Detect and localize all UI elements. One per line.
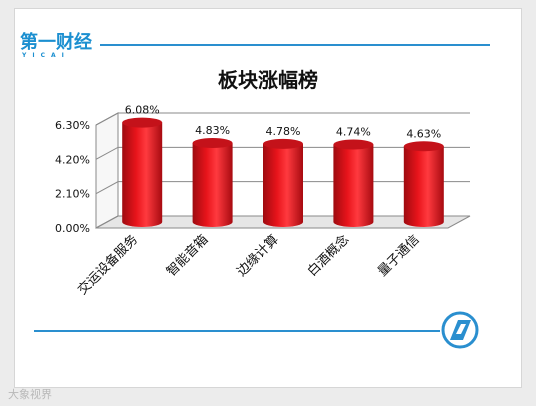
bar [192, 138, 233, 227]
x-tick-label: 白酒概念 [304, 232, 352, 280]
gridline [95, 112, 470, 126]
x-tick-label: 交运设备服务 [75, 232, 141, 298]
bar [403, 141, 444, 227]
chart-title: 板块涨幅榜 [218, 68, 318, 92]
x-tick-label: 边缘计算 [234, 232, 281, 279]
bar-top [263, 138, 303, 149]
data-label: 4.74% [336, 126, 371, 139]
yicai-emblem-icon [441, 311, 479, 349]
bar-body [263, 143, 303, 227]
header-rule [100, 44, 490, 46]
bar-top [122, 117, 163, 128]
bar-body [333, 144, 374, 227]
data-label: 6.08% [125, 104, 160, 117]
logo-subtext: YICAI [22, 52, 70, 59]
bar [333, 139, 374, 227]
bar [122, 117, 163, 227]
bar-top [192, 138, 233, 149]
bar-top [333, 139, 374, 150]
logo-text: 第一财经 [20, 32, 92, 53]
data-label: 4.83% [195, 124, 230, 137]
y-tick-label: 6.30% [55, 119, 90, 132]
data-label: 4.78% [266, 125, 301, 138]
watermark: 大象视界 [8, 388, 52, 401]
x-tick-label: 智能音箱 [163, 232, 211, 280]
bar-body [192, 143, 233, 227]
bar [263, 138, 303, 227]
y-tick-label: 4.20% [55, 153, 90, 166]
bar-body [122, 122, 163, 227]
bar-top [403, 141, 444, 152]
footer-rule [34, 330, 440, 332]
chart-side-wall [95, 112, 119, 229]
data-label: 4.63% [406, 127, 441, 140]
yicai-logo: 第一财经 YICAI [20, 28, 110, 66]
x-tick-label: 量子通信 [375, 232, 422, 279]
y-tick-label: 2.10% [55, 188, 90, 201]
bar-body [403, 146, 444, 227]
y-tick-label: 0.00% [55, 222, 90, 235]
